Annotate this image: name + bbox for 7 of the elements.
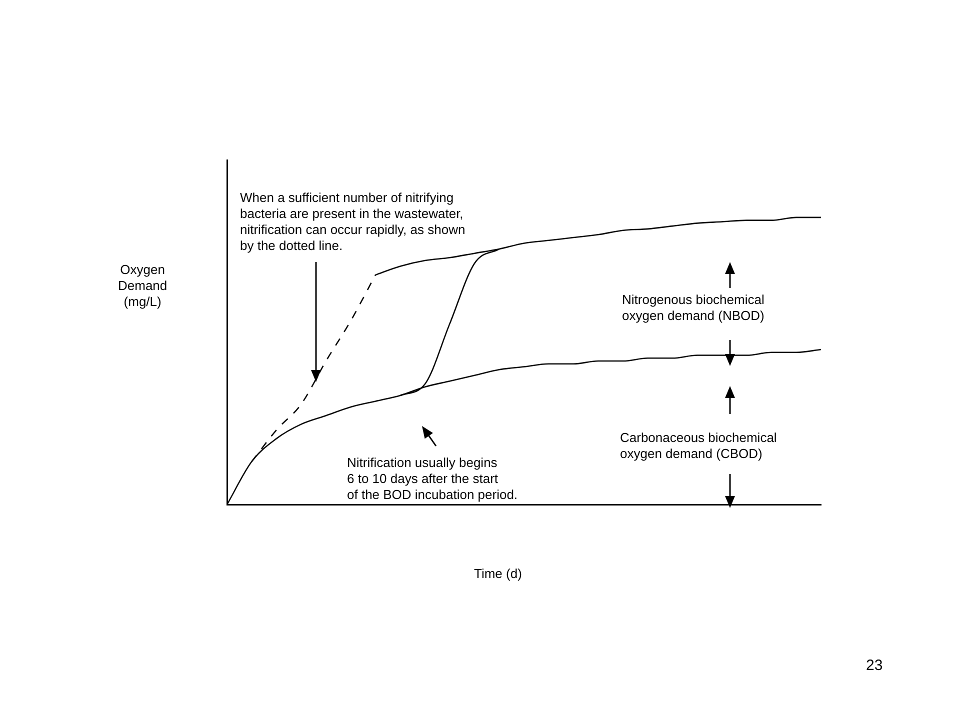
annotation: Carbonaceous biochemical oxygen demand (CBOD) [620,430,777,462]
x-axis-title: Time (d) [474,566,522,582]
y-axis-title: Oxygen Demand (mg/L) [118,262,168,310]
text: 23 [866,657,883,674]
annotation: Nitrification usually begins 6 to 10 days after the start of the BOD incubation period. [347,455,518,503]
annotation: When a sufficient number of nitrifying bacteria are present in the wastewater, nitrification can occur rapidly, as shown by the dotted line. [240,190,466,254]
annotation: Nitrogenous biochemical oxygen demand (NBOD) [622,292,764,324]
